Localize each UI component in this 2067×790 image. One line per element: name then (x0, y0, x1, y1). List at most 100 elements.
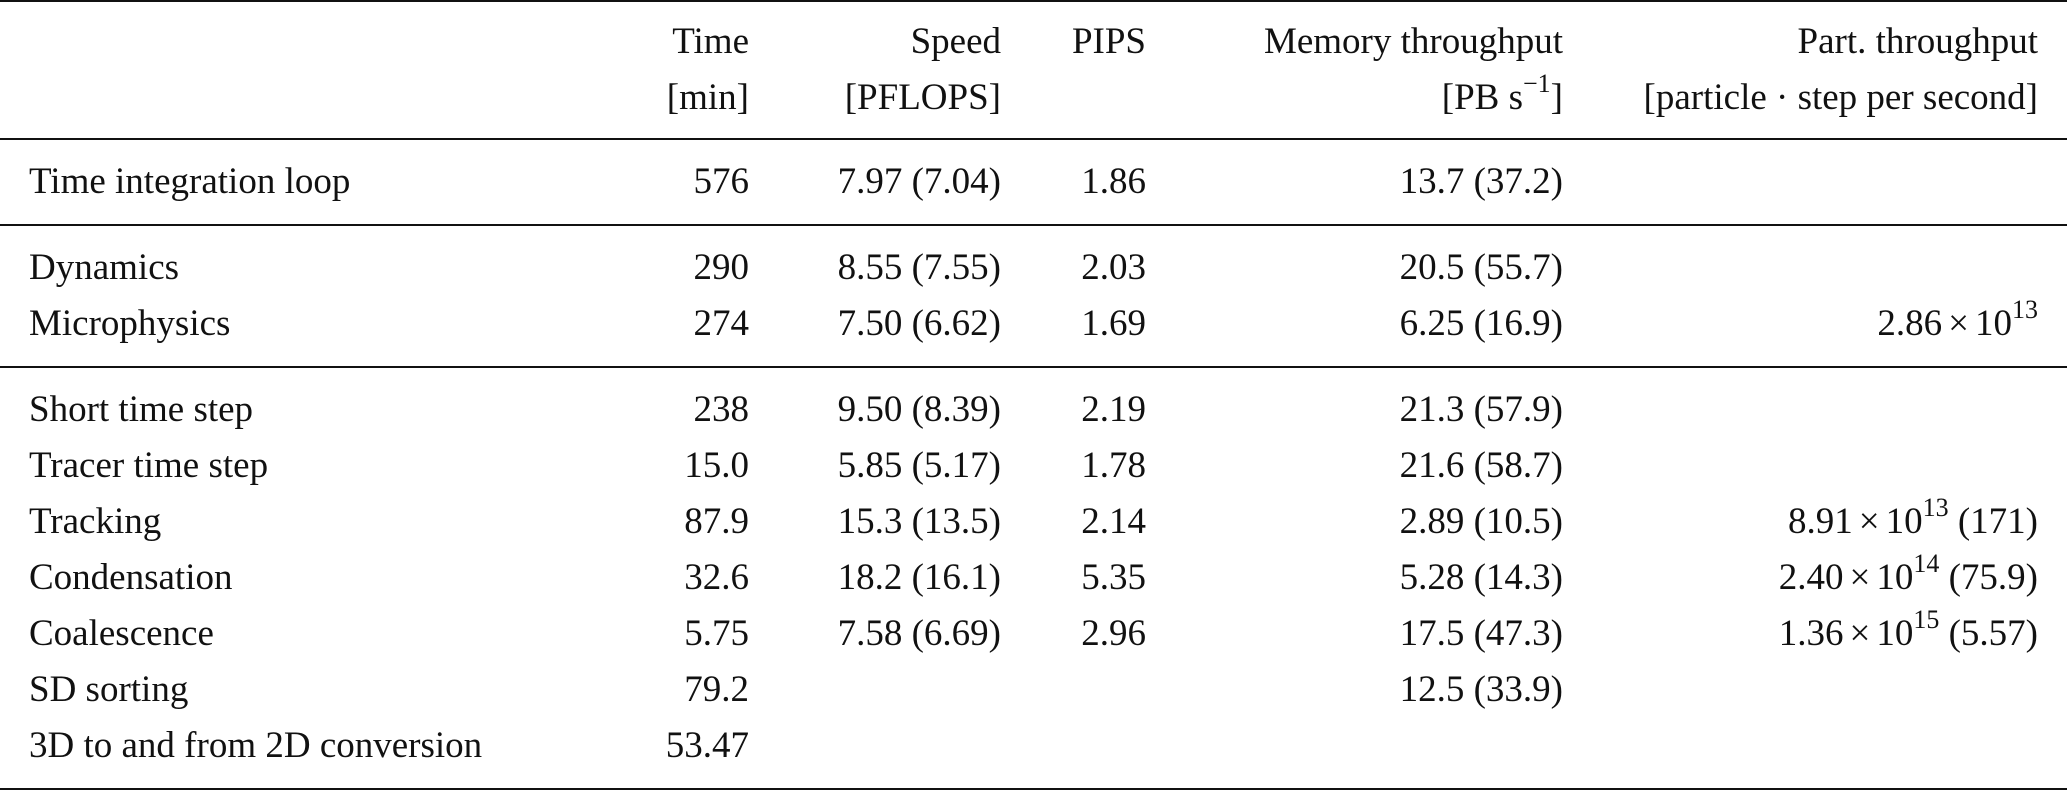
part-throughput-cell: 2.40 × 1014 (75.9) (1563, 550, 2067, 606)
times-ten-symbol: × (1858, 501, 1880, 542)
table-header: Time Speed PIPS Memory throughput Part. … (0, 1, 2067, 139)
pips-cell: 1.78 (1081, 445, 1146, 486)
times-ten-symbol: × (1849, 613, 1871, 654)
header-time-unit: [min] (666, 77, 749, 118)
part-throughput-cell (1563, 718, 2067, 789)
header-memory-throughput: Memory throughput (1263, 21, 1563, 62)
speed-cell: 7.58 (6.69) (837, 613, 1001, 654)
pips-cell: 2.19 (1081, 389, 1146, 430)
part-suffix: (5.57) (1939, 613, 2038, 654)
part-suffix: (171) (1948, 501, 2038, 542)
part-throughput-cell (1563, 367, 2067, 438)
pips-cell: 5.35 (1081, 557, 1146, 598)
part-exponent: 13 (2012, 294, 2038, 324)
memory-cell: 13.7 (37.2) (1399, 161, 1563, 202)
row-label: Dynamics (29, 247, 180, 288)
time-cell: 53.47 (665, 725, 749, 766)
part-exponent: 14 (1913, 548, 1940, 578)
pips-cell (1001, 718, 1146, 789)
table-row: Condensation 32.6 18.2 (16.1) 5.35 5.28 (14.… (0, 550, 2067, 606)
time-cell: 15.0 (684, 445, 749, 486)
memory-cell: 5.28 (14.3) (1399, 557, 1563, 598)
pips-cell: 2.96 (1081, 613, 1146, 654)
part-mantissa: 2.86 (1877, 303, 1943, 344)
row-label: 3D to and from 2D conversion (29, 725, 483, 766)
pips-cell (1001, 662, 1146, 718)
part-throughput-cell: 1.36 × 1015 (5.57) (1563, 606, 2067, 662)
times-ten-symbol: × (1948, 303, 1969, 344)
table-row: 3D to and from 2D conversion 53.47 (0, 718, 2067, 789)
row-label: Time integration loop (29, 161, 351, 202)
memory-cell: 21.3 (57.9) (1399, 389, 1563, 430)
header-memory-unit: [PB s−1] (1146, 70, 1563, 139)
time-cell: 238 (693, 389, 750, 430)
part-exponent: 15 (1913, 604, 1940, 634)
times-ten-symbol: × (1849, 557, 1871, 598)
row-label: Microphysics (29, 303, 231, 344)
time-cell: 79.2 (684, 669, 749, 710)
row-label: Tracking (29, 501, 162, 542)
speed-cell (761, 662, 1001, 718)
time-cell: 290 (693, 247, 750, 288)
table-group-3: Short time step 238 9.50 (8.39) 2.19 21.3 (5… (0, 367, 2067, 789)
speed-cell: 7.50 (6.62) (837, 303, 1001, 344)
memory-cell: 20.5 (55.7) (1399, 247, 1563, 288)
memory-cell: 17.5 (47.3) (1399, 613, 1563, 654)
header-speed: Speed (910, 21, 1001, 62)
header-part-unit: [particle · step per second] (1643, 77, 2038, 118)
header-blank (0, 1, 619, 70)
time-cell: 274 (693, 303, 750, 344)
power-base: 10 (1975, 303, 2012, 344)
header-row-1: Time Speed PIPS Memory throughput Part. … (0, 1, 2067, 70)
part-mantissa: 1.36 (1778, 613, 1844, 654)
part-suffix: (75.9) (1939, 557, 2038, 598)
memory-cell (1146, 718, 1563, 789)
header-pips: PIPS (1071, 21, 1146, 62)
table-group-2: Dynamics 290 8.55 (7.55) 2.03 20.5 (55.7) Mic… (0, 225, 2067, 367)
part-exponent: 13 (1922, 492, 1949, 522)
table-row: Tracking 87.9 15.3 (13.5) 2.14 2.89 (10.5) 8.… (0, 494, 2067, 550)
part-throughput-cell (1563, 662, 2067, 718)
table-row: Microphysics 274 7.50 (6.62) 1.69 6.25 (16.9… (0, 296, 2067, 367)
memory-cell: 12.5 (33.9) (1399, 669, 1563, 710)
part-throughput-cell (1563, 139, 2067, 225)
memory-unit-exponent: −1 (1523, 68, 1551, 98)
time-cell: 87.9 (684, 501, 749, 542)
row-label: Short time step (29, 389, 254, 430)
time-cell: 5.75 (684, 613, 749, 654)
speed-cell: 5.85 (5.17) (837, 445, 1001, 486)
speed-cell (761, 718, 1001, 789)
part-throughput-cell: 8.91 × 1013 (171) (1563, 494, 2067, 550)
table-row: Dynamics 290 8.55 (7.55) 2.03 20.5 (55.7) (0, 225, 2067, 296)
memory-unit-base: [PB s (1441, 77, 1523, 118)
header-unit-blank (0, 70, 619, 139)
pips-cell: 1.86 (1081, 161, 1146, 202)
speed-cell: 15.3 (13.5) (837, 501, 1001, 542)
speed-cell: 7.97 (7.04) (837, 161, 1001, 202)
header-row-2: [min] [PFLOPS] [PB s−1] [particle · step… (0, 70, 2067, 139)
table-row: SD sorting 79.2 12.5 (33.9) (0, 662, 2067, 718)
power-base: 10 (1876, 557, 1914, 598)
memory-cell: 2.89 (10.5) (1399, 501, 1563, 542)
header-pips-unit (1001, 70, 1146, 139)
table-row: Short time step 238 9.50 (8.39) 2.19 21.3 (5… (0, 367, 2067, 438)
row-label: SD sorting (29, 669, 189, 710)
pips-cell: 1.69 (1081, 303, 1146, 344)
part-throughput-cell (1563, 225, 2067, 296)
header-speed-unit: [PFLOPS] (844, 77, 1001, 118)
table-row: Tracer time step 15.0 5.85 (5.17) 1.78 21.6 … (0, 438, 2067, 494)
speed-cell: 8.55 (7.55) (837, 247, 1001, 288)
speed-cell: 18.2 (16.1) (837, 557, 1001, 598)
pips-cell: 2.14 (1081, 501, 1146, 542)
row-label: Coalescence (29, 613, 214, 654)
part-mantissa: 2.40 (1778, 557, 1844, 598)
header-part-throughput: Part. throughput (1797, 21, 2038, 62)
table-group-1: Time integration loop 576 7.97 (7.04) 1.86 1… (0, 139, 2067, 225)
part-mantissa: 8.91 (1787, 501, 1853, 542)
table-row: Coalescence 5.75 7.58 (6.69) 2.96 17.5 (47.3… (0, 606, 2067, 662)
memory-cell: 6.25 (16.9) (1399, 303, 1563, 344)
row-label: Tracer time step (29, 445, 269, 486)
time-cell: 32.6 (684, 557, 749, 598)
part-throughput-cell: 2.86 × 1013 (1563, 296, 2067, 367)
row-label: Condensation (29, 557, 233, 598)
